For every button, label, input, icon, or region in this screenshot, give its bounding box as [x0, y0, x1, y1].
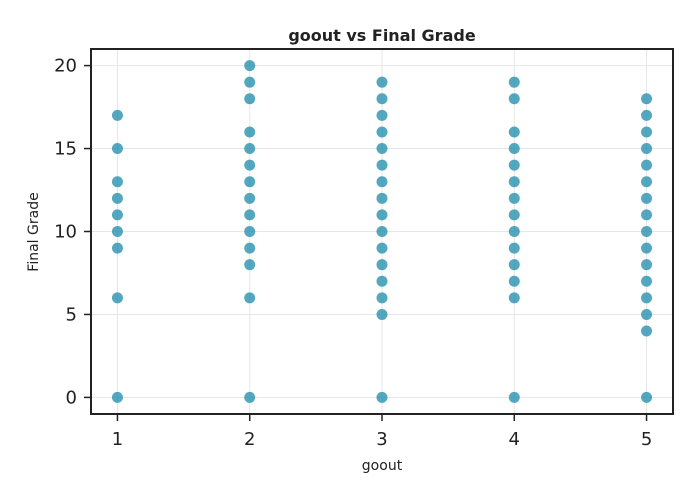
y-axis-label: Final Grade [26, 192, 42, 271]
data-point [641, 126, 653, 138]
data-point [508, 391, 520, 403]
chart-title: goout vs Final Grade [288, 26, 476, 45]
x-tick-label: 1 [112, 429, 123, 450]
data-point [376, 159, 388, 171]
data-point [244, 126, 256, 138]
data-point [508, 143, 520, 155]
data-point [376, 308, 388, 320]
data-point [244, 60, 256, 72]
data-point [508, 259, 520, 271]
data-point [508, 209, 520, 221]
data-point [111, 391, 123, 403]
data-point [244, 259, 256, 271]
x-tick-label: 5 [641, 429, 652, 450]
data-point [376, 209, 388, 221]
data-point [244, 176, 256, 188]
data-point [244, 93, 256, 105]
data-point [376, 109, 388, 121]
data-point [641, 292, 653, 304]
y-tick-label: 5 [66, 304, 77, 325]
data-point [641, 242, 653, 254]
data-point [641, 143, 653, 155]
data-point [508, 226, 520, 237]
data-point [244, 143, 256, 155]
data-point [376, 292, 388, 304]
data-point [244, 391, 256, 403]
data-point [376, 76, 388, 88]
data-point [376, 176, 388, 188]
data-point [508, 275, 520, 287]
data-point [508, 176, 520, 188]
data-point [111, 292, 123, 304]
data-point [376, 391, 388, 403]
data-point [244, 292, 256, 304]
data-point [641, 259, 653, 271]
x-axis-label: goout [362, 458, 403, 474]
data-point [376, 275, 388, 287]
data-point [641, 192, 653, 204]
y-tick-label: 10 [54, 222, 77, 243]
y-tick-label: 20 [54, 56, 77, 77]
data-point [244, 159, 256, 171]
data-point [641, 109, 653, 121]
data-point [508, 93, 520, 105]
data-point [376, 143, 388, 155]
data-point [641, 93, 653, 105]
data-point [641, 275, 653, 287]
data-point [111, 143, 123, 155]
data-point [508, 292, 520, 304]
data-point [508, 76, 520, 88]
data-point [641, 209, 653, 221]
data-point [376, 93, 388, 105]
data-point [376, 242, 388, 254]
data-point [641, 159, 653, 171]
x-tick-label: 2 [244, 429, 255, 450]
data-point [244, 76, 256, 88]
data-point [508, 159, 520, 171]
data-point [376, 126, 388, 138]
data-point [376, 226, 388, 237]
data-point [508, 242, 520, 254]
data-point [641, 308, 653, 320]
data-point [111, 109, 123, 121]
y-tick-label: 0 [66, 387, 77, 408]
x-tick-label: 3 [376, 429, 387, 450]
data-point [111, 209, 123, 221]
data-point [508, 192, 520, 204]
data-point [244, 192, 256, 204]
data-point [641, 176, 653, 188]
data-points [111, 60, 653, 403]
y-tick-label: 15 [54, 139, 77, 160]
data-point [641, 325, 653, 337]
axis-ticks: 1 2 3 4 5 0 5 10 15 20 [54, 56, 652, 450]
data-point [376, 192, 388, 204]
data-point [111, 192, 123, 204]
data-point [376, 259, 388, 271]
data-point [641, 391, 653, 403]
x-tick-label: 4 [509, 429, 520, 450]
data-point [244, 242, 256, 254]
data-point [508, 126, 520, 138]
data-point [111, 242, 123, 254]
data-point [111, 226, 123, 237]
data-point [244, 226, 256, 237]
data-point [244, 209, 256, 221]
data-point [641, 226, 653, 237]
data-point [111, 176, 123, 188]
